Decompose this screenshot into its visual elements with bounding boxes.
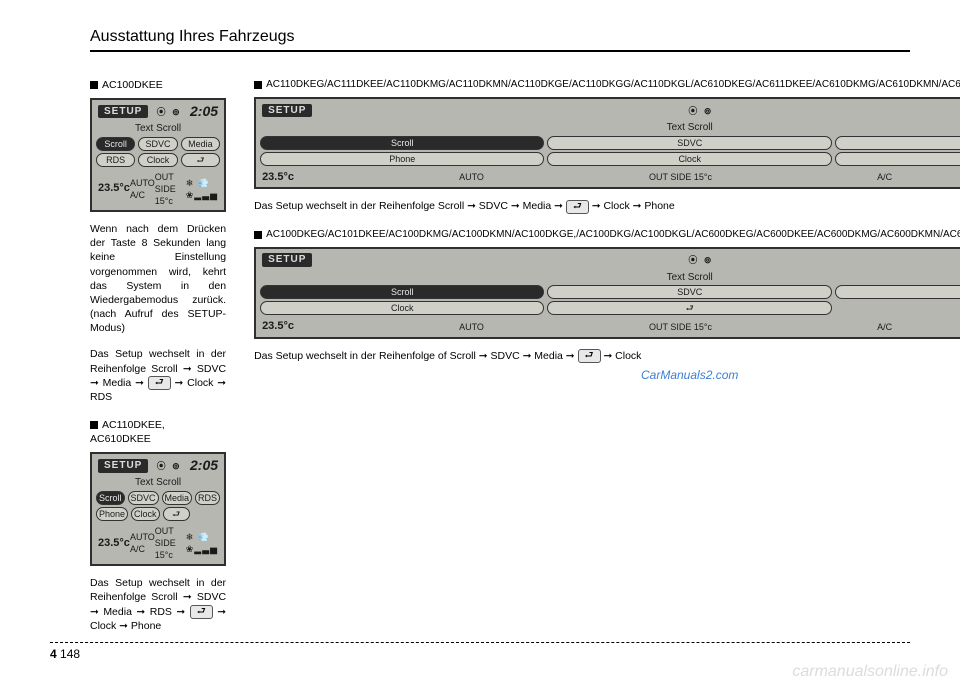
square-bullet-icon — [254, 231, 262, 239]
model-label: AC100DKEE — [90, 78, 226, 92]
return-icon: ⮐ — [190, 605, 213, 619]
panel-btn-return: ⮐ — [181, 153, 220, 167]
return-icon: ⮐ — [148, 376, 171, 390]
setup-panel: SETUP ⦿ ⊚ 2:05 Text Scroll Scroll SDVC M… — [254, 97, 960, 189]
panel-btn-sdvc: SDVC — [128, 491, 159, 505]
watermark-carmanuals2: CarManuals2.com — [254, 367, 960, 383]
panel-btn-scroll: Scroll — [96, 137, 135, 151]
seq-pre: Das Setup wechselt in der Reihenfolge of… — [254, 350, 577, 362]
page-number: 4 148 — [50, 647, 80, 661]
panel-btn-return: ⮐ — [163, 507, 190, 521]
panel-btn-clock: Clock — [138, 153, 177, 167]
panel-btn-sdvc: SDVC — [547, 136, 831, 150]
model-code: AC100DKEE — [102, 79, 163, 91]
content-columns: AC100DKEE SETUP ⦿ ⊚ 2:05 Text Scroll Scr… — [90, 78, 910, 647]
panel-ac: A/C — [877, 171, 892, 183]
seq-post: ➞ Clock — [601, 350, 642, 362]
panel-ac: A/C — [877, 321, 892, 333]
square-bullet-icon — [90, 421, 98, 429]
panel-outside: OUT SIDE 15°c — [649, 321, 712, 333]
panel-btn-rds: RDS — [96, 153, 135, 167]
panel-mode-label: SETUP — [98, 105, 148, 119]
panel-btn-media: Media — [162, 491, 193, 505]
disc-icon: ⦿ ⊚ — [688, 254, 713, 266]
setup-panel: SETUP ⦿ ⊚ 2:05 Text Scroll Scroll SDVC M… — [90, 98, 226, 212]
paragraph: Wenn nach dem Drücken der Taste 8 Sekund… — [90, 222, 226, 335]
panel-outside: OUT SIDE 15°c — [155, 171, 186, 207]
panel-auto: AUTO — [459, 171, 484, 183]
panel-temp: 23.5°c — [262, 170, 294, 185]
column-1: AC100DKEE SETUP ⦿ ⊚ 2:05 Text Scroll Scr… — [90, 78, 226, 647]
panel-btn-clock: Clock — [131, 507, 160, 521]
watermark-carmanualsonline: carmanualsonline.info — [792, 663, 948, 681]
model-code: AC110DKEE, AC610DKEE — [90, 419, 165, 445]
sequence-text: Das Setup wechselt in der Reihenfolge Sc… — [90, 347, 226, 404]
setup-panel: SETUP ⦿ ⊚ 2:05 Text Scroll Scroll SDVC M… — [254, 247, 960, 339]
disc-icon: ⦿ ⊚ — [157, 460, 182, 472]
panel-btn-clock: Clock — [260, 301, 544, 315]
panel-temp: 23.5°c — [98, 181, 130, 196]
panel-mode-label: SETUP — [262, 104, 312, 118]
panel-auto: AUTO A/C — [130, 177, 155, 201]
model-label: AC110DKEE, AC610DKEE — [90, 418, 226, 446]
panel-btn-phone: Phone — [260, 152, 544, 166]
panel-title: Text Scroll — [92, 475, 224, 491]
panel-status-icons: ❄ 💨 ❀▂▃▅ — [186, 531, 218, 555]
panel-time: 2:05 — [190, 456, 218, 475]
return-icon: ⮐ — [578, 349, 601, 363]
panel-outside: OUT SIDE 15°c — [649, 171, 712, 183]
panel-btn-media: Media — [181, 137, 220, 151]
disc-icon: ⦿ ⊚ — [157, 106, 182, 118]
panel-btn-rds: RDS — [195, 491, 220, 505]
panel-btn-media: Media — [835, 285, 960, 299]
panel-temp: 23.5°c — [262, 319, 294, 334]
panel-btn-phone: Phone — [96, 507, 128, 521]
panel-btn-return: ⮐ — [547, 301, 831, 315]
setup-panel: SETUP ⦿ ⊚ 2:05 Text Scroll Scroll SDVC M… — [90, 452, 226, 566]
page-footer: 4 148 — [50, 642, 910, 663]
seq-post: ➞ Clock ➞ Phone — [589, 200, 675, 212]
panel-mode-label: SETUP — [98, 459, 148, 473]
panel-mode-label: SETUP — [262, 253, 312, 267]
sequence-text: Das Setup wechselt in der Reihenfolge Sc… — [254, 199, 960, 213]
panel-btn-return: ⮐ — [835, 152, 960, 166]
panel-btn-scroll: Scroll — [260, 136, 544, 150]
panel-btn-sdvc: SDVC — [547, 285, 831, 299]
square-bullet-icon — [254, 81, 262, 89]
column-2: AC110DKEG/AC111DKEE/AC110DKMG/AC110DKMN/… — [254, 78, 960, 647]
return-icon: ⮐ — [566, 200, 589, 214]
panel-auto: AUTO — [459, 321, 484, 333]
model-code-list: AC110DKEG/AC111DKEE/AC110DKMG/AC110DKMN/… — [254, 78, 960, 91]
square-bullet-icon — [90, 81, 98, 89]
sequence-text: Das Setup wechselt in der Reihenfolge of… — [254, 349, 960, 363]
panel-title: Text Scroll — [256, 270, 960, 286]
panel-btn-clock: Clock — [547, 152, 831, 166]
page-header: Ausstattung Ihres Fahrzeugs — [90, 28, 910, 52]
panel-title: Text Scroll — [92, 121, 224, 137]
panel-status-icons: ❄ 💨 ❀▂▃▅ — [186, 177, 218, 201]
panel-btn-scroll: Scroll — [96, 491, 125, 505]
seq-pre: Das Setup wechselt in der Reihenfolge Sc… — [254, 200, 566, 212]
sequence-text: Das Setup wechselt in der Reihenfolge Sc… — [90, 576, 226, 633]
panel-btn-scroll: Scroll — [260, 285, 544, 299]
model-code-list: AC100DKEG/AC101DKEE/AC100DKMG/AC100DKMN/… — [254, 228, 960, 241]
panel-outside: OUT SIDE 15°c — [155, 525, 186, 561]
disc-icon: ⦿ ⊚ — [688, 105, 713, 117]
panel-auto: AUTO A/C — [130, 531, 155, 555]
panel-temp: 23.5°c — [98, 536, 130, 551]
panel-title: Text Scroll — [256, 120, 960, 136]
panel-btn-media: Media — [835, 136, 960, 150]
panel-time: 2:05 — [190, 102, 218, 121]
panel-btn-sdvc: SDVC — [138, 137, 177, 151]
